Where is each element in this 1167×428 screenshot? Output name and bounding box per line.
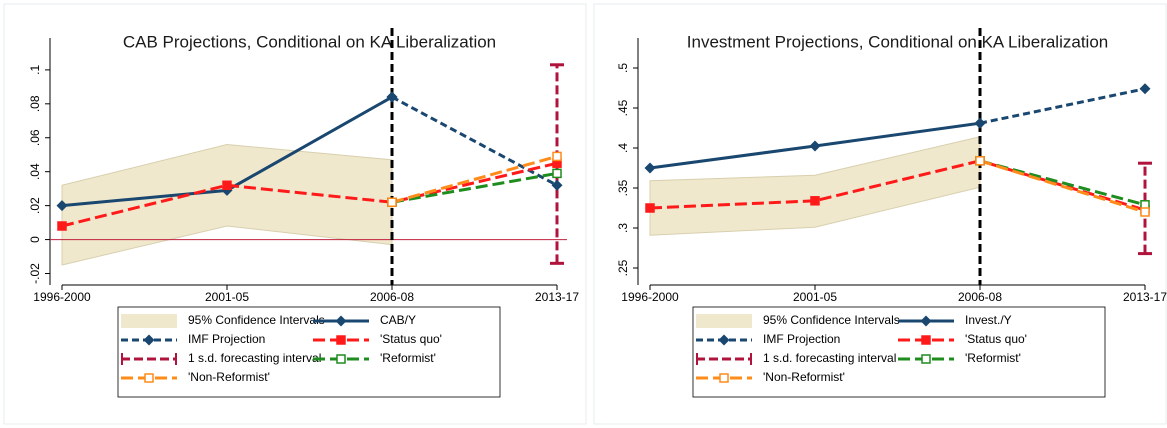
marker xyxy=(551,179,563,191)
marker xyxy=(222,180,232,191)
y-tick-label: .08 xyxy=(28,95,42,112)
legend-marker xyxy=(719,373,729,383)
series-line xyxy=(979,87,1146,125)
legend-label: 'Reformist' xyxy=(965,351,1021,365)
y-tick-label: .5 xyxy=(616,63,630,73)
legend-label: 'Non-Reformist' xyxy=(763,370,845,384)
x-tick-label: 2001-05 xyxy=(205,290,249,304)
chart-title: Investment Projections, Conditional on K… xyxy=(687,32,1108,51)
legend-label: 1 s.d. forecasting interval xyxy=(763,351,896,365)
marker xyxy=(387,197,397,207)
y-tick-label: .02 xyxy=(28,197,42,214)
legend-label: 'Non-Reformist' xyxy=(188,370,270,384)
legend-marker xyxy=(920,315,932,327)
legend-label: 95% Confidence Intervals xyxy=(188,313,325,327)
marker xyxy=(644,162,656,174)
series-line xyxy=(979,159,1146,214)
chart-title: CAB Projections, Conditional on KA Liber… xyxy=(123,32,496,51)
x-tick-label: 2006-08 xyxy=(958,290,1002,304)
legend-label: Invest./Y xyxy=(965,313,1012,327)
x-tick-label: 2001-05 xyxy=(793,290,837,304)
legend-label: IMF Projection xyxy=(188,332,265,346)
marker xyxy=(552,168,562,179)
marker xyxy=(974,117,986,129)
legend-label: CAB/Y xyxy=(380,313,416,327)
marker xyxy=(386,91,398,103)
legend-marker xyxy=(336,335,346,345)
y-tick-label: -.02 xyxy=(28,263,42,284)
legend-marker xyxy=(336,354,346,364)
legend-label: 'Status quo' xyxy=(965,332,1027,346)
legend-marker xyxy=(335,315,347,327)
marker xyxy=(975,156,985,166)
marker xyxy=(810,196,820,206)
legend-marker xyxy=(921,335,931,345)
marker xyxy=(56,200,68,212)
x-tick-label: 1996-2000 xyxy=(33,290,91,304)
series-line xyxy=(391,171,558,204)
legend-label: 1 s.d. forecasting interval xyxy=(188,351,321,365)
y-tick-label: .45 xyxy=(616,99,630,116)
y-tick-label: .06 xyxy=(28,129,42,146)
y-tick-label: .1 xyxy=(28,65,42,75)
legend-marker xyxy=(718,334,730,346)
series-line xyxy=(391,154,558,204)
y-tick-label: .4 xyxy=(616,143,630,153)
x-tick-label: 2013-17 xyxy=(1123,290,1167,304)
y-tick-label: 0 xyxy=(28,236,42,243)
legend-box xyxy=(117,306,501,398)
legend-label: 'Reformist' xyxy=(380,351,436,365)
y-tick-label: .3 xyxy=(616,223,630,233)
legend-marker xyxy=(143,334,155,346)
legend-swatch xyxy=(121,314,177,328)
panel-frame xyxy=(3,3,587,425)
marker xyxy=(645,203,655,213)
x-tick-label: 1996-2000 xyxy=(621,290,679,304)
marker xyxy=(1139,83,1151,95)
legend-label: 'Status quo' xyxy=(380,332,442,346)
legend-swatch xyxy=(696,314,752,328)
y-tick-label: .25 xyxy=(616,259,630,276)
legend-label: 95% Confidence Intervals xyxy=(763,313,900,327)
legend-marker xyxy=(921,354,931,364)
x-tick-label: 2013-17 xyxy=(535,290,579,304)
marker xyxy=(57,221,67,231)
legend-label: IMF Projection xyxy=(763,332,840,346)
panel-frame xyxy=(593,3,1167,425)
legend-marker xyxy=(144,373,154,383)
y-tick-label: .35 xyxy=(616,179,630,196)
x-tick-label: 2006-08 xyxy=(370,290,414,304)
marker xyxy=(1140,207,1150,217)
marker xyxy=(552,151,562,162)
marker xyxy=(809,140,821,152)
y-tick-label: .04 xyxy=(28,163,42,180)
